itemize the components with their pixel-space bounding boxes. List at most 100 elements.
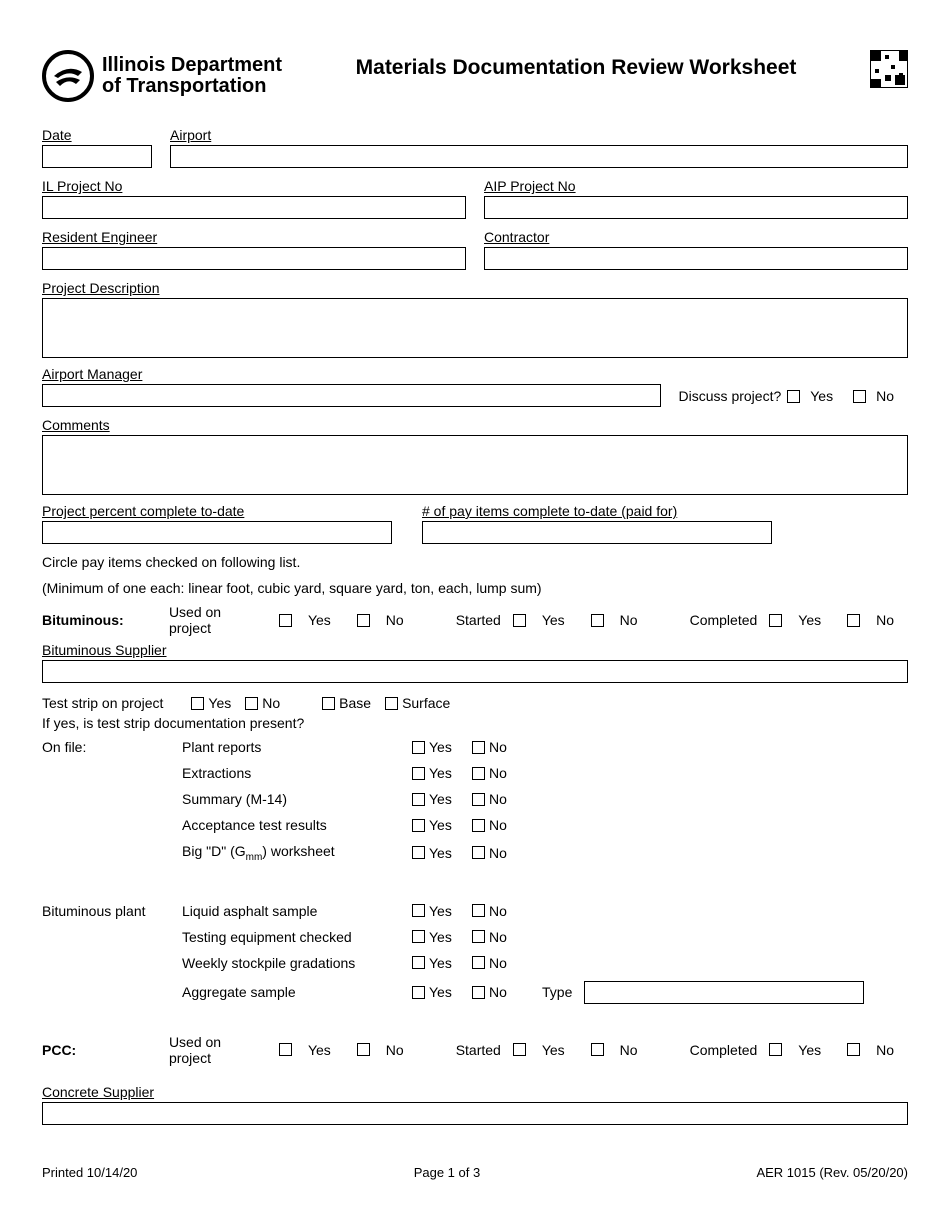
checkbox-plant-reports-no[interactable] <box>472 741 485 754</box>
checkbox-testeq-no[interactable] <box>472 930 485 943</box>
input-contractor[interactable] <box>484 247 908 270</box>
label-big-d: Big "D" (Gmm) worksheet <box>182 843 412 863</box>
input-percent-complete[interactable] <box>42 521 392 544</box>
label-teststrip-no: No <box>262 695 280 711</box>
input-concrete-supplier[interactable] <box>42 1102 908 1125</box>
input-aggregate-type[interactable] <box>584 981 864 1004</box>
label-bit-completed-yes: Yes <box>798 612 821 628</box>
checkbox-pcc-completed-no[interactable] <box>847 1043 860 1056</box>
checkbox-acceptance-no[interactable] <box>472 819 485 832</box>
checkbox-pcc-used-no[interactable] <box>357 1043 370 1056</box>
checkbox-bit-used-no[interactable] <box>357 614 370 627</box>
checkbox-bit-used-yes[interactable] <box>279 614 292 627</box>
checkbox-surface[interactable] <box>385 697 398 710</box>
label-liquid-asphalt: Liquid asphalt sample <box>182 903 412 919</box>
checkbox-bit-started-yes[interactable] <box>513 614 526 627</box>
input-resident-engineer[interactable] <box>42 247 466 270</box>
checkbox-bigd-yes[interactable] <box>412 846 425 859</box>
label-pcc-completed-yes: Yes <box>798 1042 821 1058</box>
checkbox-bit-completed-yes[interactable] <box>769 614 782 627</box>
label-pcc-completed-no: No <box>876 1042 894 1058</box>
input-date[interactable] <box>42 145 152 168</box>
label-bit-completed-no: No <box>876 612 894 628</box>
checkbox-teststrip-no[interactable] <box>245 697 258 710</box>
label-extractions: Extractions <box>182 765 412 781</box>
label-plant-reports-no: No <box>489 739 507 755</box>
checkbox-pcc-completed-yes[interactable] <box>769 1043 782 1056</box>
input-comments[interactable] <box>42 435 908 495</box>
field-comments: Comments <box>42 417 908 495</box>
label-on-file: On file: <box>42 739 182 755</box>
onfile-grid: On file: Plant reports Yes No Extraction… <box>42 739 908 1004</box>
input-airport[interactable] <box>170 145 908 168</box>
logo-line1: Illinois Department <box>102 55 282 76</box>
label-extractions-no: No <box>489 765 507 781</box>
row-airport-manager: Airport Manager Discuss project? Yes No <box>42 366 908 407</box>
checkbox-pcc-started-yes[interactable] <box>513 1043 526 1056</box>
row-bituminous: Bituminous: Used on project Yes No Start… <box>42 604 908 636</box>
label-plant-reports-yes: Yes <box>429 739 452 755</box>
label-teststrip-yes: Yes <box>208 695 231 711</box>
checkbox-plant-reports-yes[interactable] <box>412 741 425 754</box>
label-summary-yes: Yes <box>429 791 452 807</box>
idot-logo-icon <box>42 50 94 102</box>
input-il-project[interactable] <box>42 196 466 219</box>
input-aip-project[interactable] <box>484 196 908 219</box>
label-weekly-stockpile: Weekly stockpile gradations <box>182 955 412 971</box>
field-date: Date <box>42 127 152 168</box>
checkbox-bit-completed-no[interactable] <box>847 614 860 627</box>
checkbox-pcc-started-no[interactable] <box>591 1043 604 1056</box>
label-pcc-started: Started <box>456 1042 501 1058</box>
field-bituminous-supplier: Bituminous Supplier <box>42 642 908 683</box>
label-pay-items: # of pay items complete to-date (paid fo… <box>422 503 772 519</box>
checkbox-discuss-no[interactable] <box>853 390 866 403</box>
label-pcc: PCC: <box>42 1042 157 1058</box>
label-bit-started-no: No <box>620 612 638 628</box>
row-engineer-contractor: Resident Engineer Contractor <box>42 229 908 270</box>
label-airport: Airport <box>170 127 908 143</box>
checkbox-testeq-yes[interactable] <box>412 930 425 943</box>
checkbox-base[interactable] <box>322 697 335 710</box>
checkbox-bit-started-no[interactable] <box>591 614 604 627</box>
input-bituminous-supplier[interactable] <box>42 660 908 683</box>
label-type: Type <box>542 984 572 1000</box>
label-comments: Comments <box>42 417 908 433</box>
checkbox-liquid-yes[interactable] <box>412 904 425 917</box>
checkbox-pcc-used-yes[interactable] <box>279 1043 292 1056</box>
input-project-description[interactable] <box>42 298 908 358</box>
label-bigd-no: No <box>489 845 507 861</box>
label-extractions-yes: Yes <box>429 765 452 781</box>
field-il-project: IL Project No <box>42 178 466 219</box>
label-bit-started-yes: Yes <box>542 612 565 628</box>
checkbox-weekly-no[interactable] <box>472 956 485 969</box>
checkbox-discuss-yes[interactable] <box>787 390 800 403</box>
checkbox-teststrip-yes[interactable] <box>191 697 204 710</box>
label-aip-project: AIP Project No <box>484 178 908 194</box>
label-bit-used-no: No <box>386 612 404 628</box>
checkbox-weekly-yes[interactable] <box>412 956 425 969</box>
page-title: Materials Documentation Review Worksheet <box>356 56 797 80</box>
checkbox-summary-no[interactable] <box>472 793 485 806</box>
checkbox-extractions-yes[interactable] <box>412 767 425 780</box>
checkbox-summary-yes[interactable] <box>412 793 425 806</box>
label-project-description: Project Description <box>42 280 908 296</box>
checkbox-aggregate-yes[interactable] <box>412 986 425 999</box>
input-pay-items[interactable] <box>422 521 772 544</box>
label-bit-used-yes: Yes <box>308 612 331 628</box>
checkbox-liquid-no[interactable] <box>472 904 485 917</box>
label-base: Base <box>339 695 371 711</box>
checkbox-bigd-no[interactable] <box>472 846 485 859</box>
checkbox-extractions-no[interactable] <box>472 767 485 780</box>
label-concrete-supplier: Concrete Supplier <box>42 1084 908 1100</box>
label-liquid-yes: Yes <box>429 903 452 919</box>
label-bit-completed: Completed <box>690 612 758 628</box>
label-il-project: IL Project No <box>42 178 466 194</box>
checkbox-aggregate-no[interactable] <box>472 986 485 999</box>
label-surface: Surface <box>402 695 450 711</box>
label-acceptance-test: Acceptance test results <box>182 817 412 833</box>
field-project-description: Project Description <box>42 280 908 358</box>
input-airport-manager[interactable] <box>42 384 661 407</box>
label-percent-complete: Project percent complete to-date <box>42 503 392 519</box>
checkbox-acceptance-yes[interactable] <box>412 819 425 832</box>
logo-text: Illinois Department of Transportation <box>102 55 282 97</box>
